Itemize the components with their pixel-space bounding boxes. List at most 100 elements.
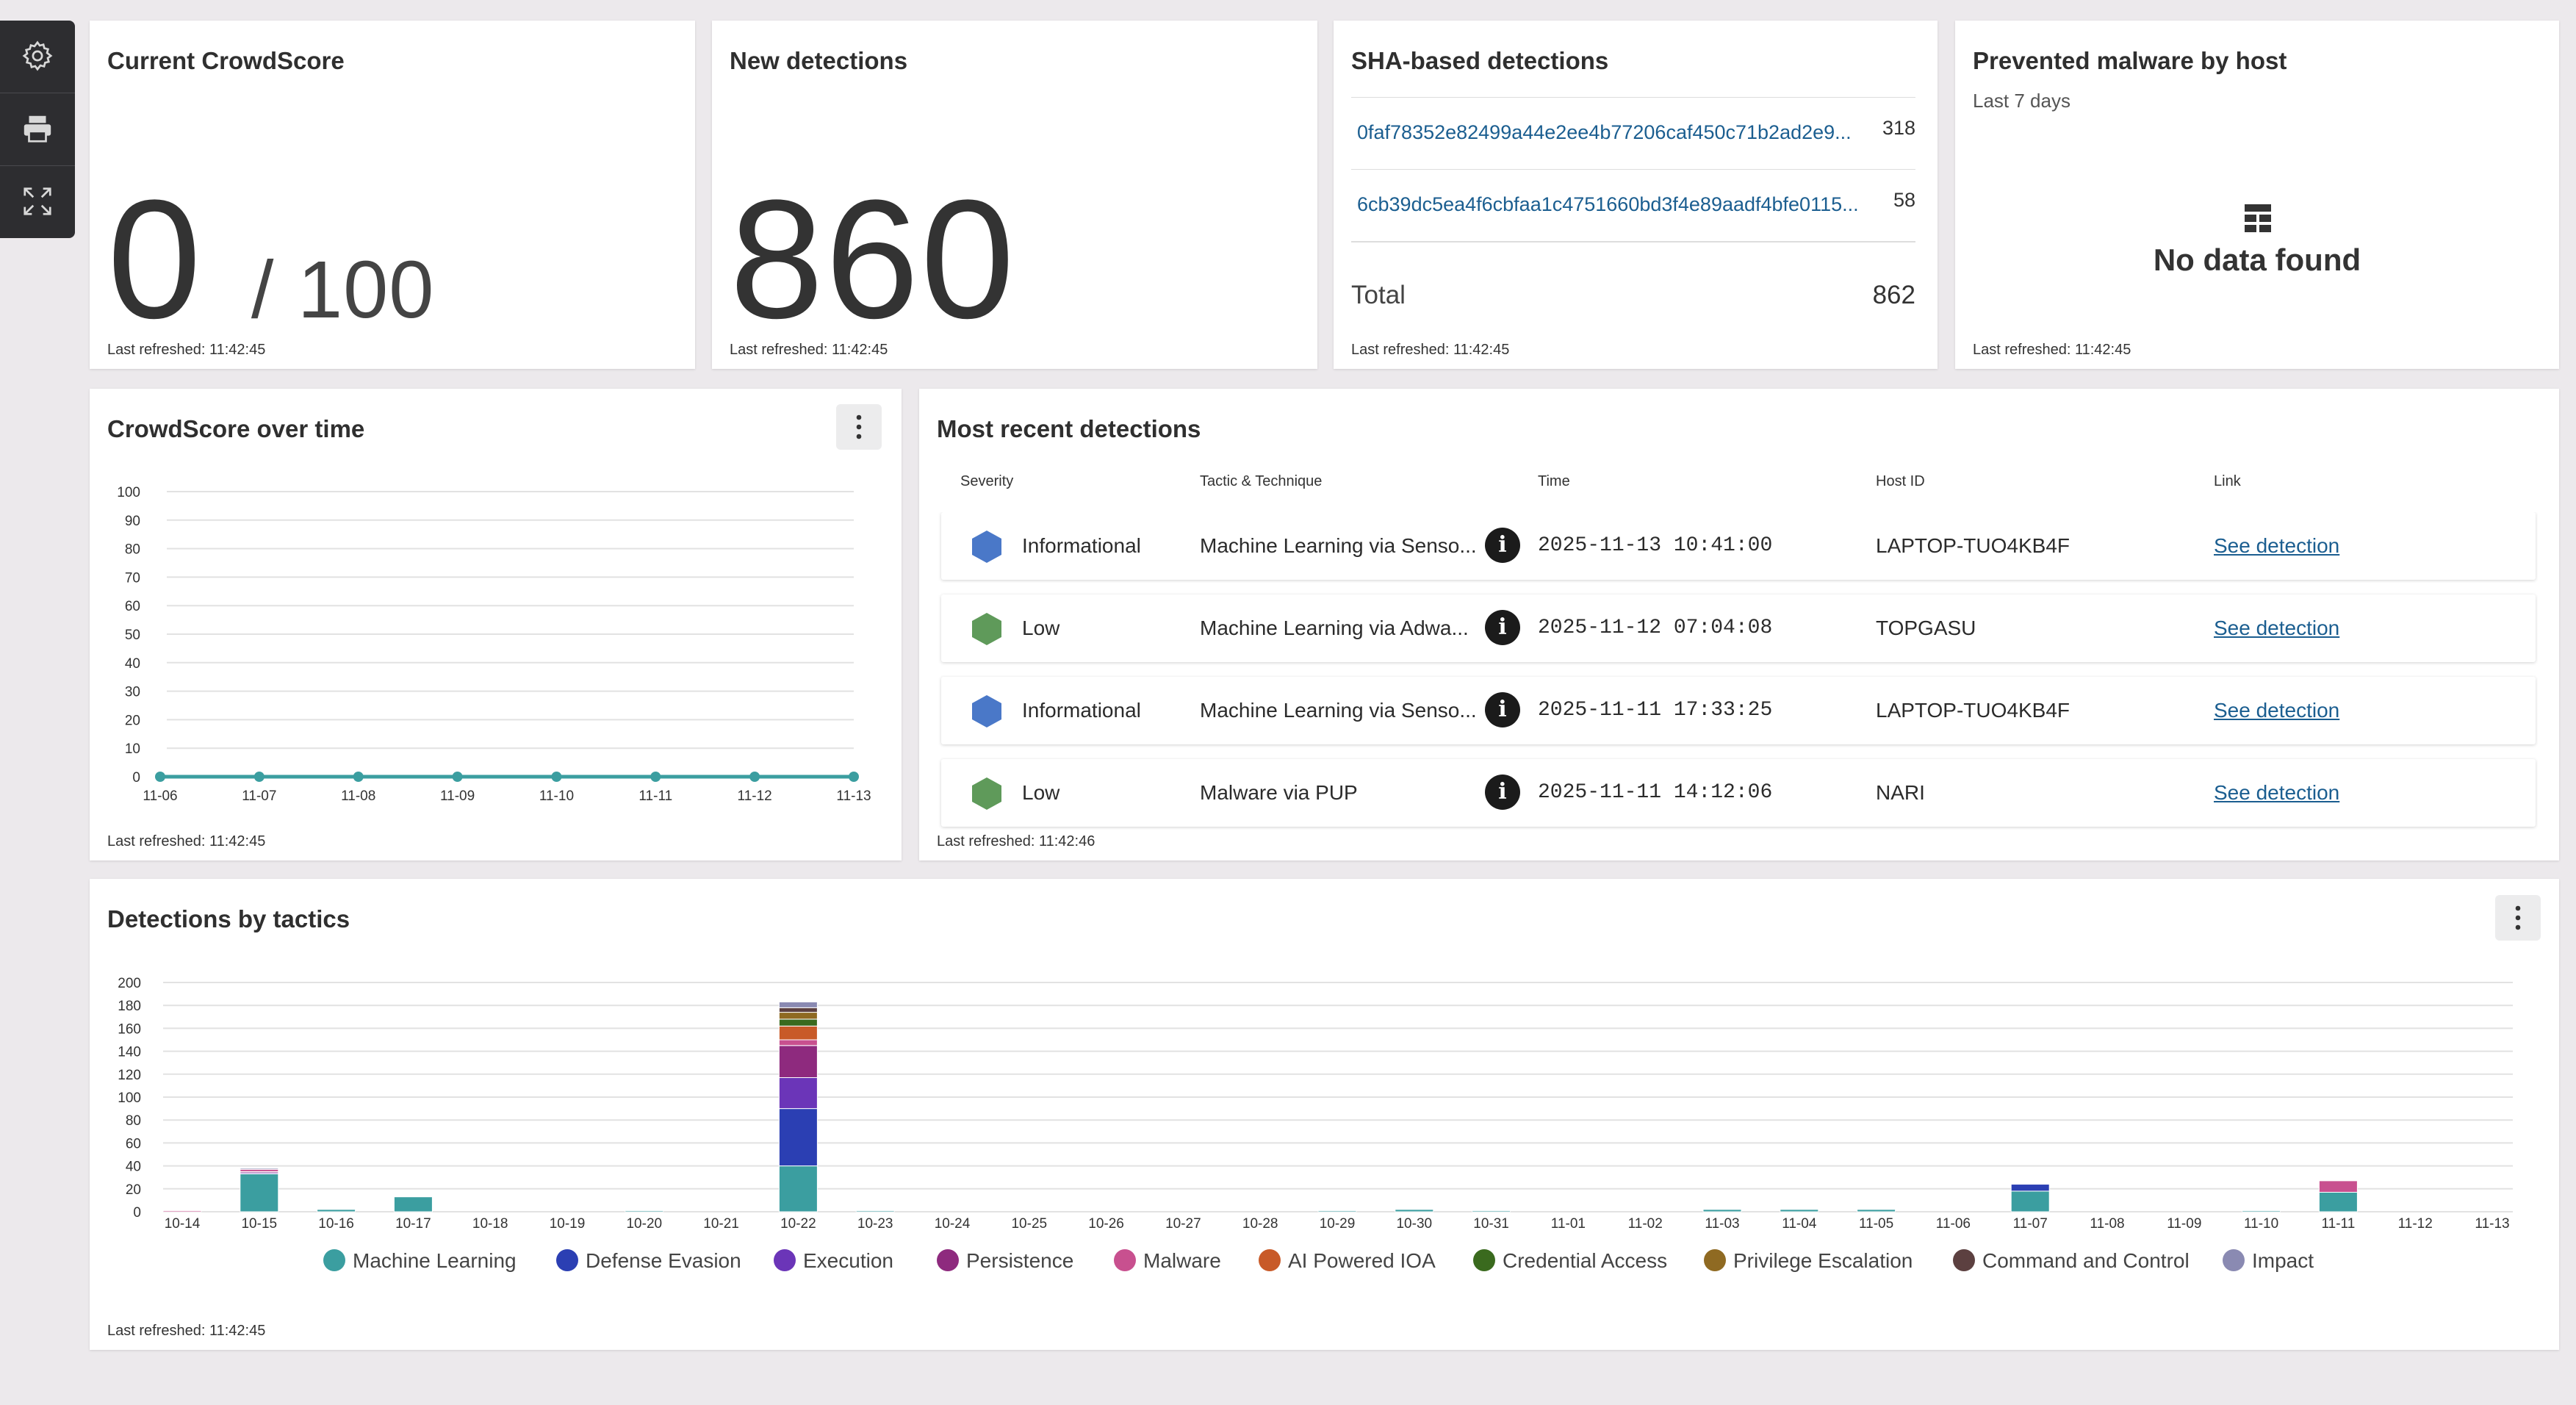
column-header-host[interactable]: Host ID xyxy=(1876,473,1925,489)
print-button[interactable] xyxy=(0,93,75,164)
legend-label: AI Powered IOA xyxy=(1288,1249,1436,1272)
bar-segment xyxy=(2318,1180,2358,1193)
x-tick-label: 11-08 xyxy=(2090,1216,2124,1232)
tactic-technique: Machine Learning via Senso... xyxy=(1200,534,1477,557)
bar-segment xyxy=(778,1018,818,1027)
sha-hash-link[interactable]: 0faf78352e82499a44e2ee4b77206caf450c71b2… xyxy=(1357,121,1852,143)
severity-label: Low xyxy=(1022,617,1060,639)
data-point xyxy=(253,772,265,782)
legend-swatch xyxy=(1114,1248,1136,1271)
legend-item[interactable]: Malware xyxy=(1114,1248,1221,1273)
bar-segment xyxy=(855,1210,895,1212)
new-detections-value: 860 xyxy=(730,165,1016,353)
legend-item[interactable]: Credential Access xyxy=(1473,1248,1667,1273)
column-header-tactic[interactable]: Tactic & Technique xyxy=(1200,473,1323,489)
expand-icon xyxy=(24,187,51,215)
legend-label: Machine Learning xyxy=(353,1249,517,1272)
x-tick-label: 10-15 xyxy=(241,1216,277,1232)
table-row[interactable]: Informational Machine Learning via Senso… xyxy=(941,512,2536,580)
legend-label: Privilege Escalation xyxy=(1733,1249,1913,1272)
y-tick-label: 80 xyxy=(125,542,140,558)
severity-hexagon-icon xyxy=(972,777,1001,810)
legend-item[interactable]: Defense Evasion xyxy=(556,1248,741,1273)
host-id: TOPGASU xyxy=(1876,617,1976,639)
data-point xyxy=(551,772,562,782)
column-header-time[interactable]: Time xyxy=(1538,473,1570,489)
info-icon[interactable]: i xyxy=(1485,528,1520,563)
see-detection-link[interactable]: See detection xyxy=(2214,699,2340,722)
bar-segment xyxy=(778,1108,818,1167)
legend-item[interactable]: AI Powered IOA xyxy=(1259,1248,1436,1273)
settings-button[interactable] xyxy=(0,21,75,91)
data-point xyxy=(155,772,165,782)
legend-swatch xyxy=(937,1248,959,1271)
card-title: SHA-based detections xyxy=(1351,47,1609,74)
see-detection-link[interactable]: See detection xyxy=(2214,781,2340,804)
table-row[interactable]: Low Malware via PUP i 2025-11-11 14:12:0… xyxy=(941,759,2536,827)
tactic-technique: Machine Learning via Adwa... xyxy=(1200,617,1469,639)
legend-item[interactable]: Execution xyxy=(774,1248,893,1273)
legend-item[interactable]: Impact xyxy=(2223,1248,2314,1273)
x-tick-label: 11-13 xyxy=(836,788,871,804)
card-title: Current CrowdScore xyxy=(107,47,345,74)
x-tick-label: 11-05 xyxy=(1859,1216,1893,1232)
info-icon[interactable]: i xyxy=(1485,610,1520,645)
info-icon[interactable]: i xyxy=(1485,775,1520,810)
x-tick-label: 10-14 xyxy=(165,1216,201,1232)
sha-hash-link[interactable]: 6cb39dc5ea4f6cbfaa1c4751660bd3f4e89aadf4… xyxy=(1357,193,1859,215)
sha-total-value: 862 xyxy=(1872,281,1915,309)
fullscreen-button[interactable] xyxy=(0,165,75,237)
x-tick-label: 11-11 xyxy=(638,788,672,804)
table-row[interactable]: Low Machine Learning via Adwa... i 2025-… xyxy=(941,594,2536,662)
x-tick-label: 11-13 xyxy=(2475,1216,2509,1232)
info-icon[interactable]: i xyxy=(1485,692,1520,727)
last-refreshed: Last refreshed: 11:42:45 xyxy=(107,342,266,358)
card-title: Detections by tactics xyxy=(107,905,350,933)
see-detection-link[interactable]: See detection xyxy=(2214,534,2340,557)
last-refreshed: Last refreshed: 11:42:45 xyxy=(107,1323,266,1339)
y-tick-label: 200 xyxy=(118,976,141,991)
legend-item[interactable]: Privilege Escalation xyxy=(1704,1248,1913,1273)
legend-swatch xyxy=(556,1248,578,1271)
bar-segment xyxy=(2242,1210,2281,1212)
x-tick-label: 11-10 xyxy=(2244,1216,2278,1232)
more-options-button[interactable] xyxy=(2495,895,2541,941)
see-detection-link[interactable]: See detection xyxy=(2214,617,2340,639)
crowdscore-denominator: / 100 xyxy=(251,245,435,335)
bar-segment xyxy=(778,1012,818,1020)
x-tick-label: 11-08 xyxy=(341,788,375,804)
x-tick-label: 11-06 xyxy=(143,788,177,804)
y-tick-label: 80 xyxy=(126,1113,141,1129)
sha-count: 58 xyxy=(1893,189,1915,211)
x-tick-label: 10-19 xyxy=(550,1216,586,1232)
host-id: NARI xyxy=(1876,781,1925,804)
column-header-link[interactable]: Link xyxy=(2214,473,2241,489)
y-tick-label: 0 xyxy=(132,770,140,786)
more-options-button[interactable] xyxy=(836,404,882,450)
table-row[interactable]: Informational Machine Learning via Senso… xyxy=(941,677,2536,744)
data-point xyxy=(849,772,859,782)
bar-segment xyxy=(2010,1190,2050,1212)
empty-state-text: No data found xyxy=(2153,242,2361,277)
legend-label: Impact xyxy=(2252,1249,2314,1272)
legend-item[interactable]: Persistence xyxy=(937,1248,1073,1273)
y-tick-label: 100 xyxy=(118,1090,141,1106)
y-tick-label: 140 xyxy=(118,1045,141,1060)
bar-segment xyxy=(778,1039,818,1046)
x-tick-label: 10-26 xyxy=(1088,1216,1124,1232)
bar-segment xyxy=(1780,1209,1819,1212)
bar-segment xyxy=(778,1165,818,1212)
column-header-severity[interactable]: Severity xyxy=(960,473,1014,489)
x-tick-label: 10-24 xyxy=(935,1216,971,1232)
crowdscore-line-chart: 0 10 20 30 40 50 60 70 80 90 100 11-06 11-07 11-08 11-… xyxy=(117,485,871,804)
legend-item[interactable]: Machine Learning xyxy=(323,1248,517,1273)
most-recent-detections-card: Most recent detections Severity Tactic &… xyxy=(919,389,2559,860)
y-tick-label: 70 xyxy=(125,570,140,586)
y-tick-label: 120 xyxy=(118,1068,141,1083)
sha-row: 0faf78352e82499a44e2ee4b77206caf450c71b2… xyxy=(1351,97,1915,170)
y-tick-label: 160 xyxy=(118,1021,141,1037)
detections-table-body[interactable]: Informational Machine Learning via Senso… xyxy=(919,512,2559,830)
x-tick-label: 11-02 xyxy=(1628,1216,1663,1232)
y-tick-label: 90 xyxy=(125,514,140,529)
legend-item[interactable]: Command and Control xyxy=(1953,1248,2190,1273)
